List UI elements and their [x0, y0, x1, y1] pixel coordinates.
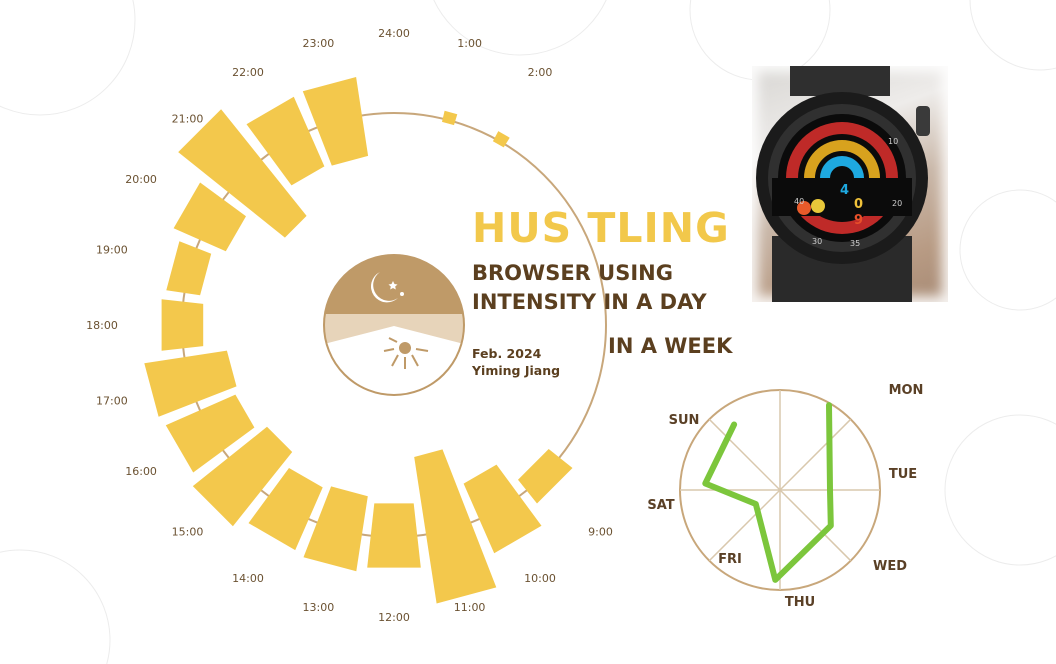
hour-bar-15:00	[192, 426, 293, 527]
hour-labels: 24:00 1:00 2:00 9:00 10:00 11:00 12:00 13:00 14:…	[86, 27, 613, 624]
hour-label-15:00: 15:00	[172, 526, 204, 539]
hour-bar-1:00	[442, 110, 458, 126]
radar-label-sun: SUN	[669, 413, 700, 428]
hour-label-21:00: 21:00	[172, 113, 204, 126]
radar-label-sat: SAT	[647, 498, 674, 513]
smartwatch-icon: 4 0 9 30 40 20 10 35	[756, 66, 930, 302]
subtitle-line2: INTENSITY IN A DAY	[472, 290, 707, 314]
hour-label-22:00: 22:00	[232, 66, 264, 79]
moon-icon	[370, 272, 404, 303]
radar-label-mon: MON	[889, 383, 924, 398]
hour-bar-2:00	[492, 131, 510, 148]
hour-bar-20:00	[173, 182, 246, 252]
hour-label-2:00: 2:00	[528, 66, 553, 79]
hour-label-13:00: 13:00	[303, 601, 335, 614]
watch-bezel-1: 40	[794, 197, 804, 206]
title-hustling: HUS TLING	[472, 204, 730, 252]
radar-label-thu: THU	[785, 595, 815, 610]
hour-label-17:00: 17:00	[96, 395, 128, 408]
smartwatch-photo: 4 0 9 30 40 20 10 35	[752, 66, 948, 302]
hour-bar-12:00	[367, 503, 421, 568]
hour-bar-16:00	[165, 394, 255, 473]
hour-bar-19:00	[166, 241, 212, 296]
hour-label-1:00: 1:00	[457, 37, 482, 50]
hour-bar-17:00	[144, 350, 237, 417]
date-text: Feb. 2024	[472, 346, 542, 361]
watch-bezel-0: 30	[812, 237, 822, 246]
hour-bar-22:00	[246, 96, 325, 186]
radar-grid	[679, 389, 881, 591]
radar-spoke	[708, 489, 781, 562]
radar-day-labels: MON TUE WED THU FRI SAT SUN	[647, 383, 923, 610]
hour-bar-10:00	[463, 464, 542, 554]
author-text: Yiming Jiang	[472, 363, 561, 378]
radar-label-wed: WED	[873, 559, 907, 574]
watch-digit-1: 0	[854, 197, 863, 212]
hour-bar-18:00	[161, 299, 204, 351]
hour-label-11:00: 11:00	[454, 601, 486, 614]
radar-spoke	[779, 418, 852, 491]
watch-digit-0: 4	[840, 183, 849, 198]
radar-series-line	[702, 402, 834, 583]
watch-digit-2: 9	[854, 213, 863, 228]
watch-bezel-2: 20	[892, 199, 902, 208]
hour-bar-11:00	[414, 449, 497, 604]
radar-spoke	[708, 418, 781, 491]
hour-bar-9:00	[518, 449, 573, 504]
hour-label-12:00: 12:00	[378, 611, 410, 624]
hour-label-14:00: 14:00	[232, 572, 264, 585]
hour-label-23:00: 23:00	[303, 37, 335, 50]
hour-bar-21:00	[178, 109, 307, 238]
radar-spoke	[779, 489, 852, 562]
hour-bar-14:00	[248, 468, 323, 551]
hour-label-19:00: 19:00	[96, 243, 128, 256]
hour-bar-13:00	[303, 486, 368, 572]
watch-bezel-3: 10	[888, 137, 898, 146]
hour-label-24:00: 24:00	[378, 27, 410, 40]
hour-label-9:00: 9:00	[588, 526, 613, 539]
hour-bar-23:00	[302, 77, 369, 166]
subtitle-line1: BROWSER USING	[472, 261, 673, 285]
subtitle-line3: IN A WEEK	[608, 334, 733, 358]
radar-label-fri: FRI	[718, 552, 742, 567]
hour-label-16:00: 16:00	[125, 465, 157, 478]
hour-label-10:00: 10:00	[524, 572, 556, 585]
hour-label-18:00: 18:00	[86, 319, 118, 332]
hour-label-20:00: 20:00	[125, 173, 157, 186]
watch-bezel-4: 35	[850, 239, 860, 248]
radial-bars	[144, 77, 573, 604]
radar-label-tue: TUE	[889, 467, 917, 482]
sun-icon	[383, 337, 429, 369]
